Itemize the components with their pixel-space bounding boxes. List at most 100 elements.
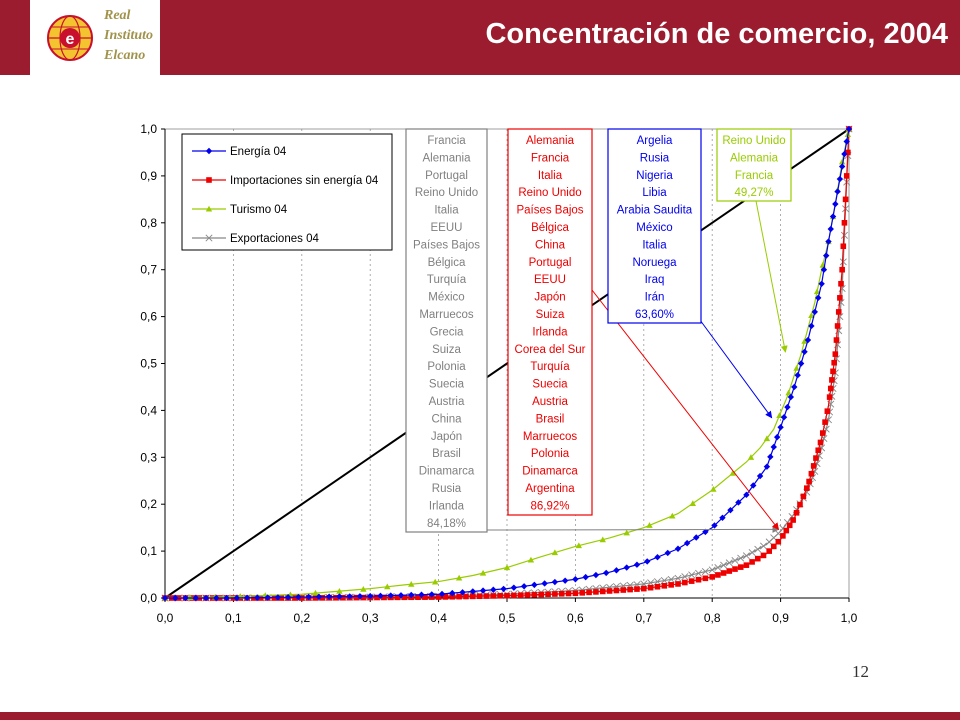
- data-point: [840, 243, 847, 250]
- annotation-label: Suiza: [536, 309, 565, 321]
- y-tick-label: 1,0: [140, 122, 157, 136]
- data-point: [606, 588, 613, 594]
- annotation-label: Italia: [642, 239, 667, 251]
- data-point: [243, 594, 251, 602]
- annotation-boxes: Francia Alemania Portugal Reino Unido Italia…: [405, 128, 792, 533]
- data-point: [810, 463, 817, 469]
- data-point: [689, 500, 697, 506]
- annotation-box-frame: [405, 128, 488, 533]
- data-point: [838, 163, 846, 170]
- data-point: [561, 577, 569, 584]
- annotation-label: Francia: [531, 152, 570, 164]
- annotation-label: Dinamarca: [419, 466, 475, 478]
- legend-item-0: Energía 04: [192, 146, 287, 158]
- data-point: [711, 522, 718, 529]
- data-point: [500, 585, 507, 593]
- data-point: [223, 594, 230, 602]
- annotation-label: Reino Unido: [415, 187, 478, 199]
- data-point: [510, 584, 518, 591]
- annotation-label: Argentina: [525, 483, 575, 495]
- data-point: [735, 499, 742, 506]
- data-point: [815, 294, 822, 302]
- data-point: [811, 308, 818, 316]
- annotation-label: 86,92%: [530, 500, 569, 512]
- data-point: [801, 338, 808, 344]
- data-point: [620, 587, 627, 593]
- data-point: [360, 594, 367, 601]
- x-tick-label: 0,6: [567, 611, 584, 625]
- data-point: [572, 590, 579, 597]
- data-point: [552, 591, 558, 597]
- data-point: [770, 543, 777, 550]
- annotation-label: Marruecos: [419, 309, 474, 321]
- data-point: [438, 590, 446, 598]
- data-point: [551, 578, 559, 586]
- data-point: [582, 573, 589, 581]
- annotation-label: Austria: [532, 396, 568, 408]
- data-point: [786, 522, 793, 529]
- annotation-label: Argelia: [637, 135, 673, 147]
- data-point: [627, 586, 633, 593]
- legend-marker: [205, 234, 213, 242]
- legend-label: Turismo 04: [230, 204, 288, 216]
- annotation-label: 84,18%: [427, 518, 466, 530]
- data-point: [527, 556, 535, 563]
- data-point: [841, 150, 848, 158]
- data-point: [599, 536, 606, 543]
- data-point: [384, 583, 391, 590]
- data-point: [709, 574, 715, 580]
- data-point: [804, 485, 810, 491]
- data-point: [797, 360, 805, 367]
- data-point: [727, 506, 734, 514]
- annotation-label: Corea del Sur: [515, 344, 586, 356]
- legend-label: Importaciones sin energía 04: [230, 175, 379, 187]
- y-tick-label: 0,7: [140, 263, 157, 277]
- data-point: [824, 408, 831, 414]
- annotation-label: Irán: [645, 292, 665, 304]
- data-point: [623, 564, 630, 571]
- data-point: [827, 225, 834, 233]
- data-point: [456, 593, 462, 600]
- data-point: [654, 553, 661, 561]
- page-title: Concentración de comercio, 2004: [485, 18, 948, 50]
- annotation-label: México: [428, 292, 464, 304]
- data-point: [661, 583, 668, 589]
- data-point: [831, 359, 837, 366]
- annotation-label: Francia: [735, 170, 774, 182]
- data-point: [374, 594, 380, 601]
- data-point: [408, 591, 415, 599]
- footer-bar: [0, 712, 960, 720]
- data-point: [660, 577, 668, 585]
- data-point: [797, 501, 803, 508]
- data-point: [793, 509, 800, 516]
- annotation-label: Alemania: [423, 152, 472, 164]
- data-point: [572, 576, 579, 583]
- data-point: [531, 591, 538, 598]
- data-point: [319, 595, 326, 601]
- data-point: [623, 529, 630, 536]
- data-point: [834, 323, 841, 329]
- data-point: [274, 594, 282, 601]
- data-point: [756, 472, 764, 480]
- data-point: [688, 578, 695, 584]
- data-point: [747, 454, 755, 460]
- data-point: [729, 470, 736, 476]
- data-point: [674, 545, 682, 552]
- data-point: [808, 322, 815, 330]
- legend-marker: [206, 177, 212, 183]
- data-point: [422, 594, 428, 600]
- data-point: [254, 594, 261, 601]
- data-point: [793, 364, 800, 371]
- annotation-label: Reino Unido: [518, 187, 581, 199]
- data-point: [394, 594, 401, 601]
- data-point: [743, 562, 750, 568]
- x-tick-label: 0,4: [430, 611, 447, 625]
- annotation-arrow: [486, 525, 780, 533]
- data-point: [840, 231, 848, 239]
- annotation-label: Portugal: [425, 170, 468, 182]
- legend-marker: [205, 147, 213, 155]
- data-point: [836, 175, 844, 183]
- data-point: [737, 554, 745, 562]
- data-point: [336, 593, 343, 600]
- data-point: [599, 588, 606, 595]
